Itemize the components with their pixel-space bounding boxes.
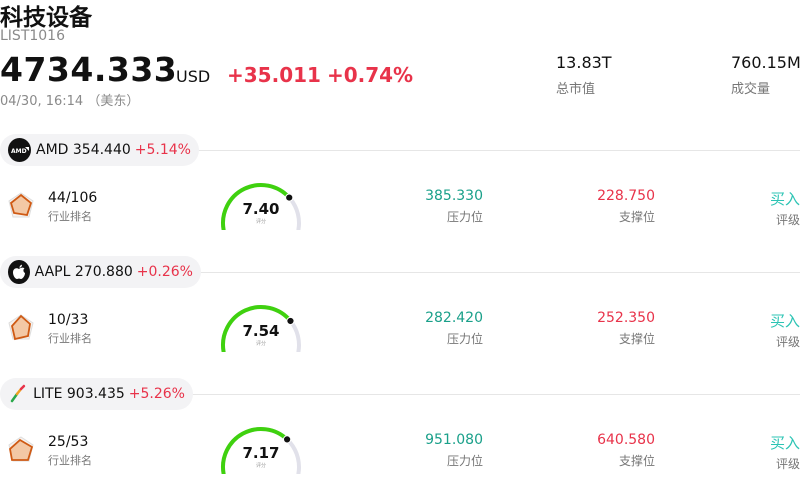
gauge-fill [221, 183, 292, 232]
industry-rank: 10/33 [48, 312, 89, 328]
support-value: 228.750 [597, 188, 655, 204]
quote-time: 04/30, 16:14 （美东） [0, 94, 140, 109]
score-gauge [216, 424, 306, 478]
sector-price: 4734.333 [0, 50, 178, 89]
gauge-marker [285, 193, 294, 202]
volume-label: 成交量 [731, 82, 771, 97]
support-value: 252.350 [597, 310, 655, 326]
industry-rank: 44/106 [48, 190, 98, 206]
score-value: 7.17 [242, 444, 280, 462]
score-label: 评分 [255, 341, 266, 347]
rating-value[interactable]: 买入 [769, 312, 800, 330]
support-value: 640.580 [597, 432, 655, 448]
lumentum-logo-icon [8, 382, 29, 406]
score-value: 7.40 [242, 200, 280, 218]
score-gauge [216, 180, 306, 234]
rating-value[interactable]: 买入 [769, 190, 800, 208]
ticker-change-pct: +5.14% [134, 142, 191, 158]
rating-value[interactable]: 买入 [769, 434, 800, 452]
row-divider [190, 394, 800, 395]
gauge-fill [221, 427, 290, 476]
ticker-price: AAPL 270.880 [34, 264, 133, 280]
amd-logo-icon: AMD [8, 138, 31, 162]
row-divider [190, 150, 800, 151]
rating-label: 评级 [775, 213, 800, 227]
ticker-price: LITE 903.435 [33, 386, 125, 402]
score-value: 7.54 [242, 322, 280, 340]
ticker-price: AMD 354.440 [36, 142, 131, 158]
radar-icon [6, 313, 36, 347]
gauge-marker [283, 435, 292, 444]
industry-rank-label: 行业排名 [48, 210, 92, 223]
volume-value: 760.15M [731, 53, 800, 72]
radar-icon [6, 435, 36, 469]
sector-title: 科技设备 [0, 5, 92, 31]
market-cap-label: 总市值 [556, 82, 596, 97]
svg-text:AMD: AMD [11, 148, 27, 155]
currency-label: USD [176, 67, 211, 86]
resistance-label: 压力位 [446, 454, 483, 468]
support-label: 支撑位 [618, 210, 655, 224]
industry-rank-label: 行业排名 [48, 332, 92, 345]
stock-pill-aapl[interactable]: AAPL 270.880 +0.26% [0, 256, 201, 288]
support-label: 支撑位 [618, 454, 655, 468]
resistance-label: 压力位 [446, 332, 483, 346]
score-label: 评分 [255, 463, 266, 469]
change-amount: +35.011 [227, 63, 321, 87]
ticker-change-pct: +0.26% [136, 264, 193, 280]
support-label: 支撑位 [618, 332, 655, 346]
row-divider [190, 272, 800, 273]
radar-icon [6, 191, 36, 225]
change-percent: +0.74% [326, 63, 414, 87]
resistance-value: 385.330 [425, 188, 483, 204]
ticker-change-pct: +5.26% [128, 386, 185, 402]
market-cap-value: 13.83T [556, 53, 612, 72]
stock-pill-amd[interactable]: AMD AMD 354.440 +5.14% [0, 134, 199, 166]
industry-rank-label: 行业排名 [48, 454, 92, 467]
gauge-marker [286, 316, 295, 326]
rating-label: 评级 [775, 457, 800, 471]
resistance-value: 282.420 [425, 310, 483, 326]
resistance-label: 压力位 [446, 210, 483, 224]
stock-pill-lite[interactable]: LITE 903.435 +5.26% [0, 378, 193, 410]
score-label: 评分 [255, 219, 266, 225]
industry-rank: 25/53 [48, 434, 89, 450]
rating-label: 评级 [775, 335, 800, 349]
resistance-value: 951.080 [425, 432, 483, 448]
score-gauge [216, 302, 306, 356]
gauge-fill [221, 305, 293, 354]
price-change: +35.011 +0.74% [227, 63, 419, 87]
sector-code: LIST1016 [0, 28, 65, 44]
apple-logo-icon [8, 260, 30, 284]
